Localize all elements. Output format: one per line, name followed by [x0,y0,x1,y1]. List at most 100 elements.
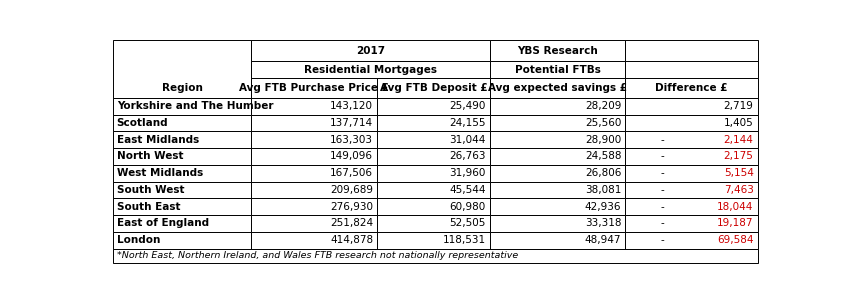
Text: Avg FTB Purchase Price £: Avg FTB Purchase Price £ [239,83,389,93]
Text: *North East, Northern Ireland, and Wales FTB research not nationally representat: *North East, Northern Ireland, and Wales… [116,251,518,260]
Text: 60,980: 60,980 [450,202,486,212]
Text: 251,824: 251,824 [330,218,373,229]
Text: 137,714: 137,714 [330,118,373,128]
Text: 2,144: 2,144 [723,135,754,145]
Bar [490,148,626,165]
Bar [113,115,251,131]
Text: -: - [661,218,664,229]
Bar [377,232,490,249]
Bar [377,165,490,181]
Text: 143,120: 143,120 [330,101,373,111]
Bar [251,181,377,198]
Bar [251,198,377,215]
Text: -: - [661,151,664,162]
Text: 38,081: 38,081 [585,185,621,195]
Bar [490,98,626,115]
Text: 28,900: 28,900 [585,135,621,145]
Text: 33,318: 33,318 [585,218,621,229]
Bar [490,181,626,198]
Bar [113,215,251,232]
Bar [626,61,757,78]
Bar [377,215,490,232]
Text: 26,806: 26,806 [585,168,621,178]
Text: 5,154: 5,154 [723,168,754,178]
Text: Potential FTBs: Potential FTBs [514,65,600,75]
Bar [113,165,251,181]
Text: North West: North West [116,151,183,162]
Bar [251,61,490,78]
Text: Residential Mortgages: Residential Mortgages [304,65,437,75]
Text: West Midlands: West Midlands [116,168,203,178]
Bar [251,232,377,249]
Text: 2017: 2017 [356,46,385,56]
Text: YBS Research: YBS Research [517,46,598,56]
Text: 2,719: 2,719 [723,101,754,111]
Text: 42,936: 42,936 [585,202,621,212]
Text: Yorkshire and The Humber: Yorkshire and The Humber [116,101,273,111]
Text: 7,463: 7,463 [723,185,754,195]
Bar [626,98,757,115]
Text: -: - [661,235,664,245]
Bar [251,40,490,61]
Text: -: - [661,185,664,195]
Bar [377,98,490,115]
Bar [113,232,251,249]
Bar [490,165,626,181]
Text: 24,155: 24,155 [449,118,486,128]
Bar [490,61,626,78]
Text: 25,560: 25,560 [585,118,621,128]
Bar [626,232,757,249]
Bar [377,198,490,215]
Bar [113,249,757,263]
Bar [251,215,377,232]
Bar [626,165,757,181]
Bar [377,78,490,98]
Bar [626,198,757,215]
Text: 31,960: 31,960 [450,168,486,178]
Bar [626,78,757,98]
Text: Avg expected savings £: Avg expected savings £ [488,83,627,93]
Text: 19,187: 19,187 [717,218,754,229]
Bar [113,181,251,198]
Text: Difference £: Difference £ [655,83,728,93]
Bar [626,131,757,148]
Text: 2,175: 2,175 [723,151,754,162]
Text: 26,763: 26,763 [449,151,486,162]
Bar [626,148,757,165]
Bar [626,115,757,131]
Text: 24,588: 24,588 [585,151,621,162]
Bar [251,78,377,98]
Bar [113,40,251,98]
Text: -: - [661,135,664,145]
Text: Avg FTB Deposit £: Avg FTB Deposit £ [380,83,487,93]
Text: -: - [661,202,664,212]
Text: 163,303: 163,303 [330,135,373,145]
Text: 25,490: 25,490 [450,101,486,111]
Text: East of England: East of England [116,218,209,229]
Bar [113,131,251,148]
Text: 31,044: 31,044 [450,135,486,145]
Text: 1,405: 1,405 [724,118,754,128]
Text: -: - [661,168,664,178]
Bar [490,115,626,131]
Bar [377,148,490,165]
Text: 167,506: 167,506 [330,168,373,178]
Bar [251,148,377,165]
Text: 28,209: 28,209 [585,101,621,111]
Bar [377,115,490,131]
Text: 45,544: 45,544 [449,185,486,195]
Bar [490,78,626,98]
Text: 52,505: 52,505 [450,218,486,229]
Text: 118,531: 118,531 [443,235,486,245]
Bar [490,40,626,61]
Bar [377,181,490,198]
Bar [490,131,626,148]
Bar [490,215,626,232]
Text: Region: Region [161,83,202,93]
Bar [490,232,626,249]
Bar [251,165,377,181]
Bar [377,131,490,148]
Bar [251,115,377,131]
Bar [626,215,757,232]
Bar [251,98,377,115]
